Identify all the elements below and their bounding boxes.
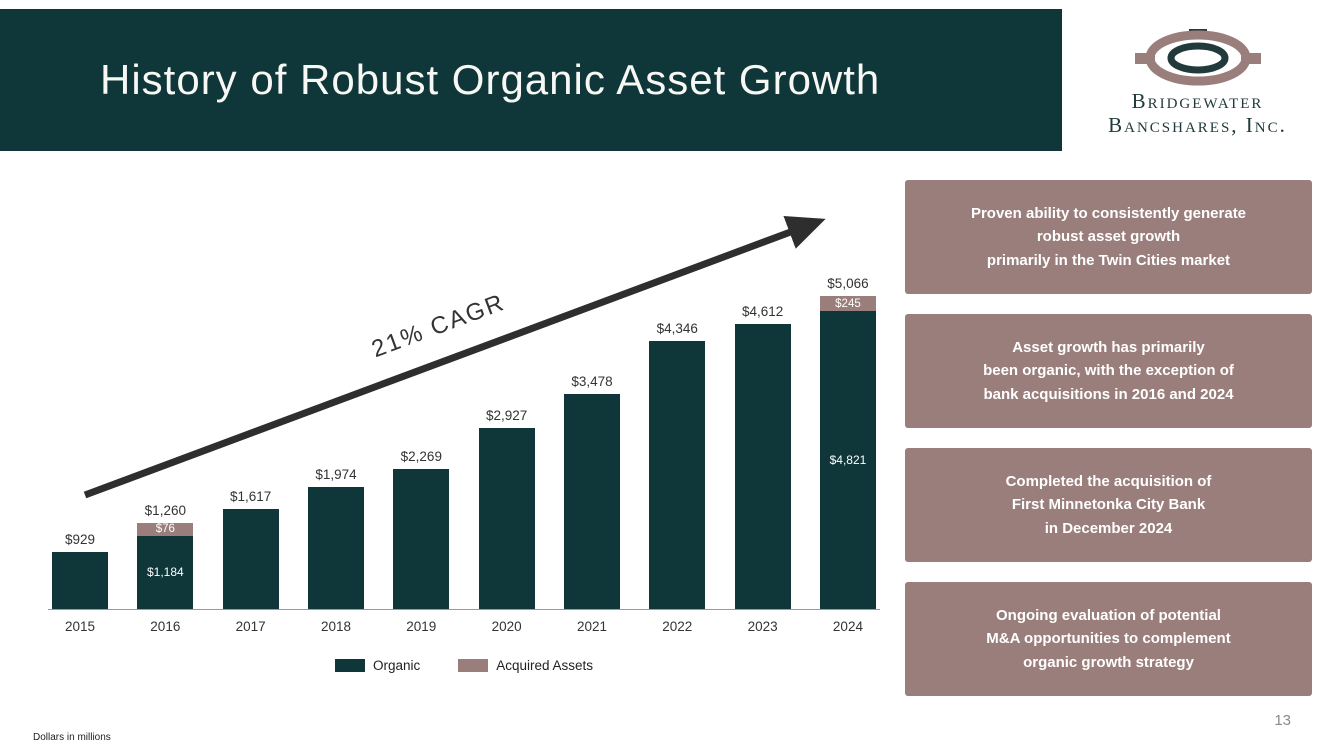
legend-label-acquired-assets: Acquired Assets [496,658,594,673]
bridgewater-logo-icon [1134,28,1261,86]
page-number: 13 [1274,712,1291,729]
bar-total-label-2019: $2,269 [400,448,442,464]
callout-organic-growth: Asset growth has primarily been organic,… [905,314,1312,428]
chart-plot: 21% CAGR $929 $1,260 $76 $1,184 $1,617 $1,974… [48,215,880,610]
bar-segment-organic-2021 [563,394,620,609]
asset-growth-chart: 21% CAGR $929 $1,260 $76 $1,184 $1,617 $1,974… [48,215,880,673]
bar-group-2017: $1,617 [222,489,279,609]
chart-legend: Organic Acquired Assets [48,658,880,673]
header-banner: History of Robust Organic Asset Growth B… [0,0,1333,151]
bar-group-2018: $1,974 [307,467,364,609]
bar-segment-acquired-2016: $76 [137,522,194,536]
organic-value-label-2016: $1,184 [146,565,184,580]
bar-segment-organic-2019 [393,468,450,609]
title-banner: History of Robust Organic Asset Growth [0,9,1062,151]
x-axis-label-2021: 2021 [576,619,607,634]
legend-swatch-acquired-assets [458,659,489,672]
callout-column: Proven ability to consistently generate … [905,180,1312,696]
units-footnote: Dollars in millions [33,732,111,743]
bar-total-label-2015: $929 [64,531,96,547]
x-axis-label-2015: 2015 [64,619,96,634]
bar-group-2020: $2,927 [478,408,535,609]
x-axis-label-2017: 2017 [235,619,266,634]
bar-group-2016: $1,260 $76 $1,184 [137,502,194,609]
bar-group-2023: $4,612 [734,304,791,609]
bar-group-2019: $2,269 [393,448,450,609]
bar-segment-acquired-2024: $245 [819,296,876,312]
x-axis-label-2020: 2020 [491,619,522,634]
acquired-value-label-2024: $245 [835,297,861,310]
bar-segment-organic-2023 [734,324,791,609]
x-axis-label-2016: 2016 [150,619,181,634]
callout-minnetonka-acquisition: Completed the acquisition of First Minne… [905,448,1312,562]
x-axis-label-2018: 2018 [320,619,351,634]
x-axis-label-2024: 2024 [832,619,863,634]
x-axis-label-2023: 2023 [747,619,778,634]
bar-segment-organic-2018 [307,487,364,609]
slide-title: History of Robust Organic Asset Growth [100,56,881,103]
bar-total-label-2023: $4,612 [741,304,784,320]
bar-total-label-2021: $3,478 [571,374,613,390]
company-logo: Bridgewater Bancshares, Inc. [1062,9,1333,151]
bar-segment-organic-2015 [52,551,108,609]
organic-value-label-2024: $4,821 [829,453,867,468]
legend-swatch-organic [334,659,365,672]
bar-group-2021: $3,478 [563,374,620,609]
legend-item-acquired-assets: Acquired Assets [458,658,593,673]
bar-total-label-2016: $1,260 [144,502,186,518]
callout-twin-cities: Proven ability to consistently generate … [905,180,1312,294]
callout-ma-evaluation: Ongoing evaluation of potential M&A oppo… [905,582,1312,696]
x-axis-label-2019: 2019 [406,619,437,634]
acquired-value-label-2016: $76 [155,523,175,536]
chart-bars: $929 $1,260 $76 $1,184 $1,617 $1,974 $2,269 $2,… [48,265,880,610]
chart-x-axis: 2015 2016 2017 2018 2019 2020 2021 2022 2023 2024 [48,619,880,634]
legend-item-organic: Organic [334,658,421,673]
legend-label-organic: Organic [372,658,421,673]
bar-total-label-2017: $1,617 [230,489,272,505]
logo-text-line1: Bridgewater [1131,88,1264,113]
bar-segment-organic-2020 [478,428,535,609]
bar-segment-organic-2024: $4,821 [819,311,876,609]
bar-group-2015: $929 [52,532,108,609]
bar-group-2024: $5,066 $245 $4,821 [819,276,876,609]
bar-total-label-2020: $2,927 [485,408,528,424]
bar-segment-organic-2017 [222,509,279,609]
logo-text-line2: Bancshares, Inc. [1108,113,1287,137]
bar-segment-organic-2022 [649,340,706,609]
bar-total-label-2024: $5,066 [827,276,869,292]
bar-total-label-2022: $4,346 [656,320,698,336]
x-axis-label-2022: 2022 [662,619,693,634]
bar-segment-organic-2016: $1,184 [137,535,194,609]
bar-group-2022: $4,346 [649,320,706,609]
bar-total-label-2018: $1,974 [315,467,357,483]
